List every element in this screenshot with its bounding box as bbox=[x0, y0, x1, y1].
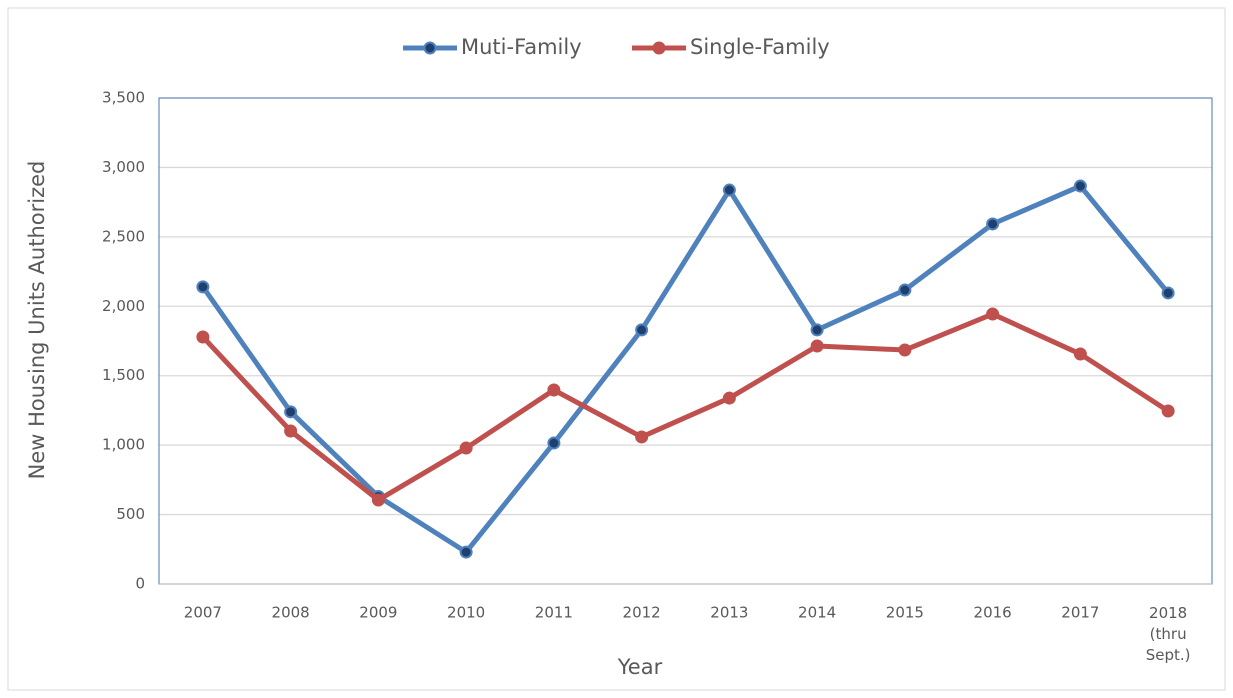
x-tick-label: 2009 bbox=[359, 604, 397, 622]
series-marker bbox=[722, 183, 736, 197]
series-marker bbox=[284, 405, 298, 419]
chart-border bbox=[7, 7, 1226, 691]
series-marker bbox=[547, 436, 561, 450]
series-line bbox=[201, 311, 1170, 503]
x-tick-label: 2014 bbox=[798, 604, 836, 622]
x-tick-label: 2015 bbox=[886, 604, 924, 622]
series-marker bbox=[722, 391, 736, 405]
series-marker bbox=[986, 307, 1000, 321]
y-axis-title: New Housing Units Authorized bbox=[25, 161, 49, 480]
series-marker bbox=[459, 441, 473, 455]
legend-label: Single-Family bbox=[690, 35, 830, 59]
series-marker bbox=[810, 323, 824, 337]
x-axis-title: Year bbox=[617, 655, 663, 679]
series-marker bbox=[1073, 179, 1087, 193]
y-tick-label: 2,500 bbox=[102, 227, 145, 245]
x-tick-label: 2017 bbox=[1061, 604, 1099, 622]
series-marker bbox=[196, 330, 210, 344]
legend-marker bbox=[423, 41, 437, 55]
x-tick-label: 2013 bbox=[710, 604, 748, 622]
series-marker bbox=[810, 339, 824, 353]
x-tick-label: 2016 bbox=[974, 604, 1012, 622]
series-marker bbox=[459, 545, 473, 559]
x-tick-line: Sept.) bbox=[1146, 646, 1191, 664]
x-tick-label: 2010 bbox=[447, 604, 485, 622]
y-tick-label: 0 bbox=[135, 575, 145, 593]
series-line bbox=[200, 183, 1171, 555]
legend-label: Muti-Family bbox=[461, 35, 582, 59]
y-tick-label: 3,000 bbox=[102, 158, 145, 176]
x-tick-label: 2018 (thru Sept.) bbox=[1146, 604, 1191, 664]
series-marker bbox=[1161, 286, 1175, 300]
series-marker bbox=[1161, 404, 1175, 418]
series-marker bbox=[986, 217, 1000, 231]
x-tick-line: (thru bbox=[1150, 625, 1187, 643]
series-marker bbox=[371, 493, 385, 507]
y-tick-label: 3,500 bbox=[102, 89, 145, 107]
series-marker bbox=[547, 383, 561, 397]
series-marker bbox=[196, 280, 210, 294]
x-tick-label: 2011 bbox=[535, 604, 573, 622]
x-tick-line: 2018 bbox=[1149, 604, 1187, 622]
y-tick-label: 1,000 bbox=[102, 436, 145, 454]
legend-marker bbox=[652, 41, 666, 55]
series-marker bbox=[635, 323, 649, 337]
series-marker bbox=[284, 424, 298, 438]
series-marker bbox=[898, 343, 912, 357]
y-tick-label: 2,000 bbox=[102, 297, 145, 315]
series-marker bbox=[1073, 347, 1087, 361]
series-marker bbox=[635, 430, 649, 444]
x-tick-label: 2007 bbox=[184, 604, 222, 622]
y-tick-label: 1,500 bbox=[102, 366, 145, 384]
y-tick-label: 500 bbox=[116, 505, 145, 523]
x-tick-label: 2008 bbox=[272, 604, 310, 622]
x-tick-label: 2012 bbox=[623, 604, 661, 622]
series-marker bbox=[898, 283, 912, 297]
